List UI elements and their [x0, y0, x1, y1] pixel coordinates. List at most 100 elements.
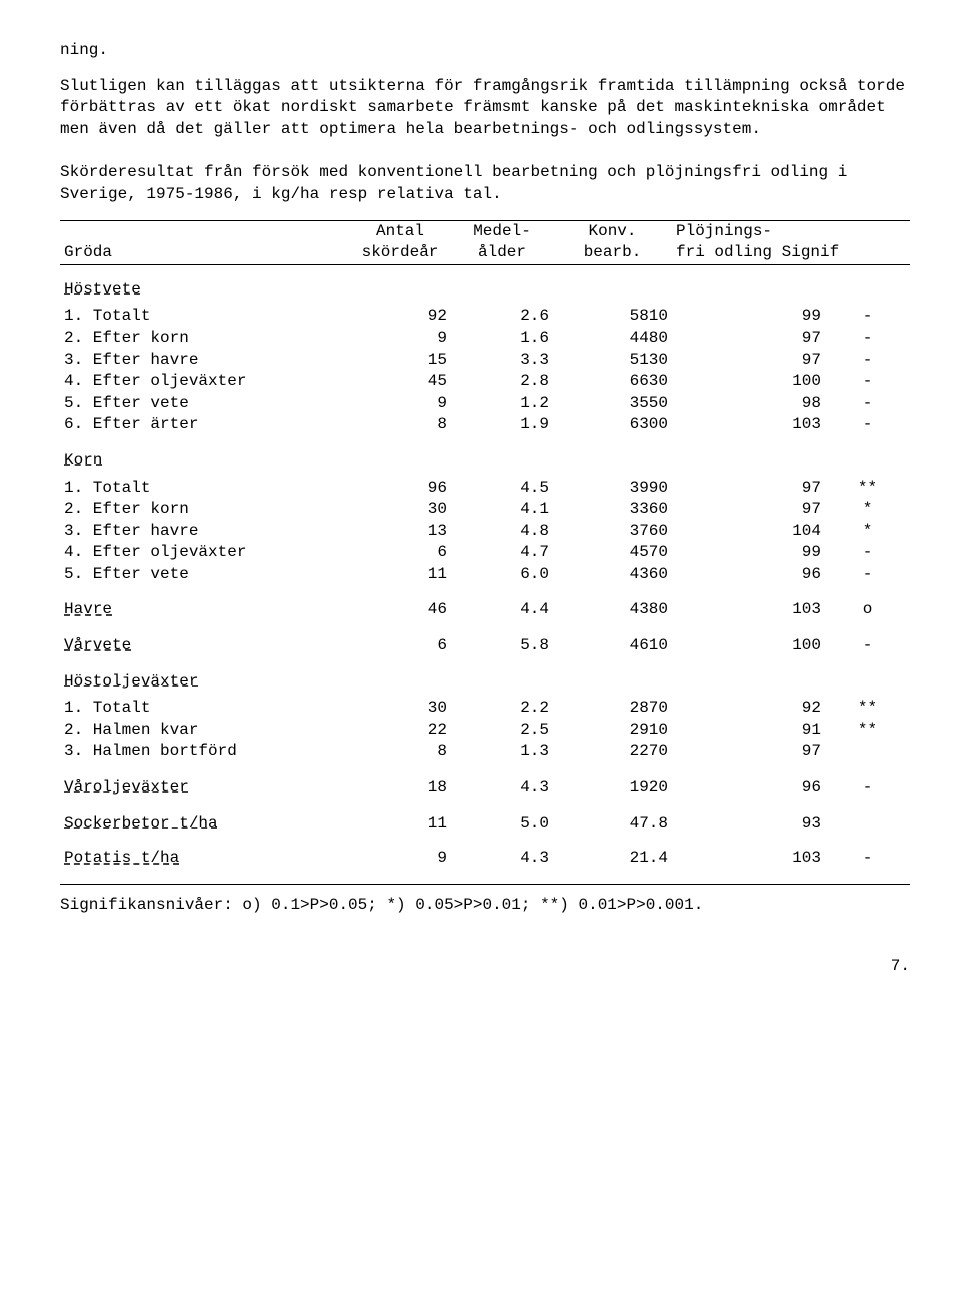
cell-medel: 2.8 [451, 371, 553, 393]
col-header-medel-2: ålder [451, 242, 553, 264]
table-row: 3. Efter havre153.3513097- [60, 350, 910, 372]
cell-antal: 6 [349, 621, 451, 657]
cell-label: 6. Efter ärter [60, 414, 349, 436]
cell-medel: 1.6 [451, 328, 553, 350]
cell-signif: - [825, 371, 910, 393]
cell-signif: o [825, 585, 910, 621]
cell-signif [825, 741, 910, 763]
cell-signif: ** [825, 478, 910, 500]
table-row: Havre464.44380103o [60, 585, 910, 621]
table-row: Sockerbetor t/ha115.047.893 [60, 799, 910, 835]
cell-signif: - [825, 414, 910, 436]
table-row: 2. Efter korn304.1336097* [60, 499, 910, 521]
cell-konv: 21.4 [553, 834, 672, 870]
table-row: 4. Efter oljeväxter452.86630100- [60, 371, 910, 393]
cell-ploj: 100 [672, 621, 825, 657]
cell-ploj: 103 [672, 414, 825, 436]
section-heading: Våroljeväxter [64, 778, 189, 796]
cell-signif: - [825, 542, 910, 564]
cell-signif: ** [825, 698, 910, 720]
cell-ploj: 92 [672, 698, 825, 720]
section-heading-row: Korn [60, 436, 910, 472]
cell-antal: 18 [349, 763, 451, 799]
col-header-konv-1: Konv. [553, 220, 672, 242]
cell-label: 3. Efter havre [60, 350, 349, 372]
cell-antal: 11 [349, 564, 451, 586]
col-header-antal-2: skördeår [349, 242, 451, 264]
cell-konv: 47.8 [553, 799, 672, 835]
bottom-rule [60, 884, 910, 885]
cell-konv: 3760 [553, 521, 672, 543]
cell-antal: 8 [349, 414, 451, 436]
col-header-ploj-1: Plöjnings- [672, 220, 910, 242]
cell-antal: 11 [349, 799, 451, 835]
cell-signif: * [825, 521, 910, 543]
cell-konv: 6630 [553, 371, 672, 393]
cell-medel: 4.3 [451, 763, 553, 799]
cell-signif: - [825, 621, 910, 657]
intro-paragraph: Slutligen kan tilläggas att utsikterna f… [60, 76, 910, 141]
cell-konv: 2910 [553, 720, 672, 742]
cell-antal: 46 [349, 585, 451, 621]
cell-konv: 2270 [553, 741, 672, 763]
cell-konv: 4570 [553, 542, 672, 564]
cell-konv: 5130 [553, 350, 672, 372]
cell-label: 4. Efter oljeväxter [60, 371, 349, 393]
cell-konv: 4610 [553, 621, 672, 657]
table-row: 5. Efter vete91.2355098- [60, 393, 910, 415]
col-header-groda-2: Gröda [60, 242, 349, 264]
cell-antal: 22 [349, 720, 451, 742]
cell-konv: 3360 [553, 499, 672, 521]
results-table: Antal Medel- Konv. Plöjnings- Gröda skör… [60, 220, 910, 870]
cell-ploj: 91 [672, 720, 825, 742]
cell-konv: 2870 [553, 698, 672, 720]
cell-label: 1. Totalt [60, 698, 349, 720]
cell-antal: 9 [349, 834, 451, 870]
cell-label: 1. Totalt [60, 478, 349, 500]
cell-antal: 92 [349, 306, 451, 328]
table-row: 4. Efter oljeväxter64.7457099- [60, 542, 910, 564]
cell-signif: * [825, 499, 910, 521]
cell-label: 2. Efter korn [60, 328, 349, 350]
cell-antal: 6 [349, 542, 451, 564]
cell-label: 1. Totalt [60, 306, 349, 328]
cell-medel: 2.6 [451, 306, 553, 328]
cell-ploj: 97 [672, 499, 825, 521]
cell-medel: 1.9 [451, 414, 553, 436]
cell-signif: - [825, 834, 910, 870]
cell-konv: 4480 [553, 328, 672, 350]
cell-signif: - [825, 763, 910, 799]
cell-label: 3. Halmen bortförd [60, 741, 349, 763]
cell-konv: 3990 [553, 478, 672, 500]
section-heading: Korn [64, 451, 102, 469]
cell-medel: 4.4 [451, 585, 553, 621]
section-heading: Havre [64, 600, 112, 618]
table-row: 1. Totalt302.2287092** [60, 698, 910, 720]
cell-konv: 3550 [553, 393, 672, 415]
cell-medel: 2.2 [451, 698, 553, 720]
table-row: Våroljeväxter184.3192096- [60, 763, 910, 799]
table-caption: Skörderesultat från försök med konventio… [60, 162, 910, 205]
cell-ploj: 99 [672, 542, 825, 564]
section-heading: Potatis t/ha [64, 849, 179, 867]
cell-label: 2. Efter korn [60, 499, 349, 521]
cell-medel: 6.0 [451, 564, 553, 586]
cell-signif [825, 799, 910, 835]
cell-ploj: 99 [672, 306, 825, 328]
cell-ploj: 98 [672, 393, 825, 415]
cell-signif: - [825, 306, 910, 328]
cell-konv: 4360 [553, 564, 672, 586]
cell-ploj: 100 [672, 371, 825, 393]
section-heading-row: Höstoljeväxter [60, 657, 910, 693]
cell-signif: - [825, 328, 910, 350]
cell-medel: 1.3 [451, 741, 553, 763]
cell-antal: 96 [349, 478, 451, 500]
table-row: 3. Efter havre134.83760104* [60, 521, 910, 543]
col-header-antal-1: Antal [349, 220, 451, 242]
cell-antal: 15 [349, 350, 451, 372]
table-row: 1. Totalt922.6581099- [60, 306, 910, 328]
cell-konv: 5810 [553, 306, 672, 328]
cell-medel: 2.5 [451, 720, 553, 742]
cell-medel: 1.2 [451, 393, 553, 415]
cell-medel: 4.7 [451, 542, 553, 564]
